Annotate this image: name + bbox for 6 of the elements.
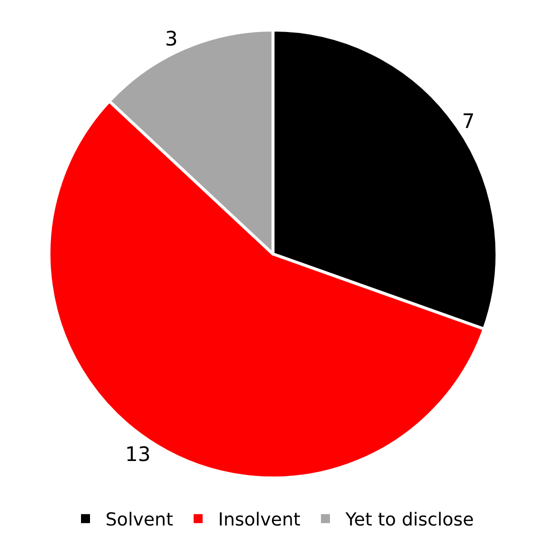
legend-label: Solvent: [106, 510, 174, 531]
data-label: 13: [125, 442, 151, 466]
data-label: 3: [165, 26, 178, 50]
legend-label: Insolvent: [218, 510, 300, 531]
data-label: 7: [462, 108, 475, 133]
legend-label: Yet to disclose: [344, 510, 474, 531]
